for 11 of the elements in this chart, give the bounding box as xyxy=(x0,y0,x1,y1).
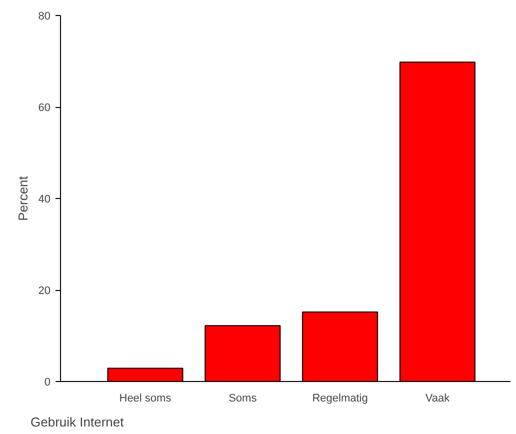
y-tick-label: 20 xyxy=(38,285,51,297)
x-tick-label: Regelmatig xyxy=(312,392,368,404)
x-tick-label: Heel soms xyxy=(119,392,172,404)
x-tick-label: Vaak xyxy=(425,392,450,404)
y-tick-label: 60 xyxy=(38,102,51,114)
y-axis-title: Percent xyxy=(15,176,30,221)
x-axis-title: Gebruik Internet xyxy=(30,414,124,430)
y-tick-label: 0 xyxy=(44,376,51,388)
x-tick-label: Soms xyxy=(228,392,258,404)
y-tick-label: 40 xyxy=(38,194,51,206)
y-tick-label: 80 xyxy=(38,10,51,22)
